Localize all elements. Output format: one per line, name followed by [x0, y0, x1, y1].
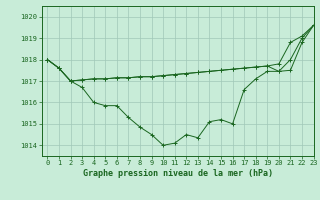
X-axis label: Graphe pression niveau de la mer (hPa): Graphe pression niveau de la mer (hPa)	[83, 169, 273, 178]
